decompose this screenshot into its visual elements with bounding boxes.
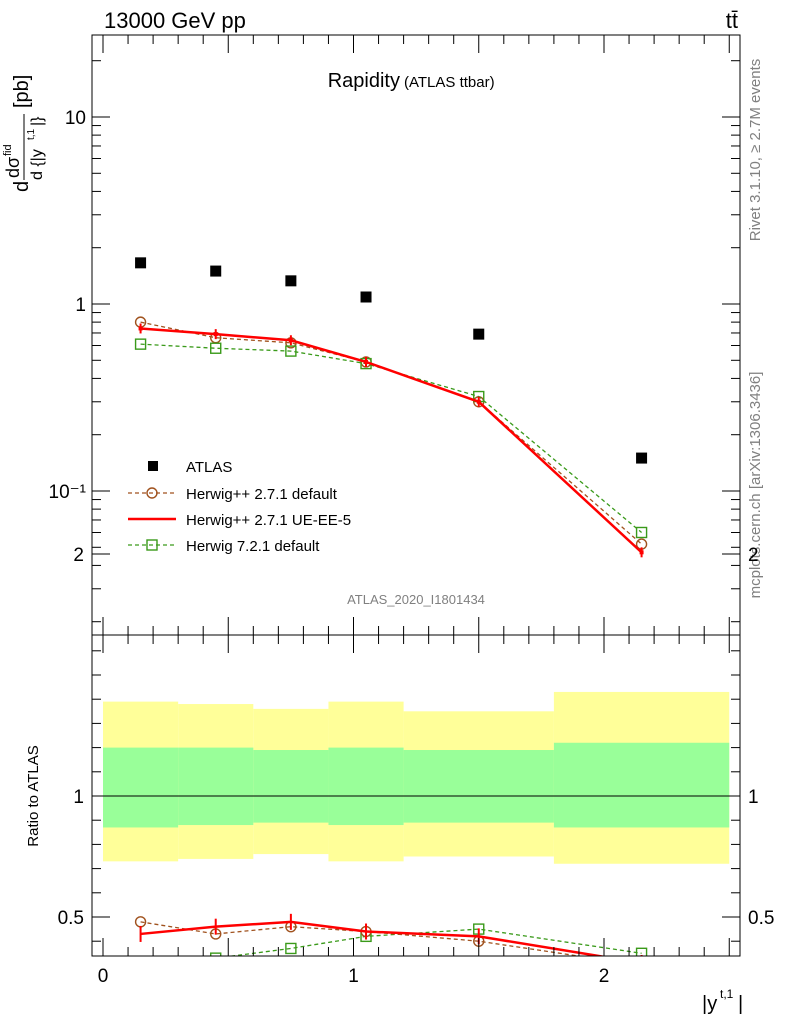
analysis-watermark: ATLAS_2020_I1801434 xyxy=(347,592,485,607)
ratio-line-herwigpp-default xyxy=(140,921,583,956)
marker-herwigpp-ueee5 xyxy=(213,332,218,337)
ratio-line-herwig7 xyxy=(227,928,642,956)
band-inner xyxy=(403,750,554,823)
marker-herwig7 xyxy=(635,526,648,539)
band-inner xyxy=(553,742,730,828)
ratio-y-axis-label: Ratio to ATLAS xyxy=(25,745,42,846)
legend-marker-atlas xyxy=(148,461,158,471)
marker-atlas xyxy=(636,452,648,464)
svg-text:|y: |y xyxy=(702,993,717,1015)
series-line-herwigpp-ueee5 xyxy=(140,327,643,554)
legend-entry-atlas: ATLAS xyxy=(148,459,232,476)
marker-herwig7 xyxy=(210,342,222,354)
legend-label-herwigpp-ueee5: Herwig++ 2.7.1 UE-EE-5 xyxy=(186,512,351,529)
x-tick-label: 1 xyxy=(348,966,359,987)
band-inner xyxy=(178,747,254,826)
ratio-plot-content xyxy=(92,691,740,970)
band-inner xyxy=(253,750,329,823)
svg-text:dσ: dσ xyxy=(3,157,23,178)
x-tick-label: 2 xyxy=(599,966,610,987)
ratio-marker-herwig7 xyxy=(285,942,297,955)
ratio-plot-ticks: 0.5 0.5 1 1 2 2 0 1 2 xyxy=(58,545,775,987)
series-line-herwig7 xyxy=(140,343,642,533)
legend: ATLAS Herwig++ 2.7.1 default Herwig++ 2.… xyxy=(128,459,351,555)
x-axis-label: |y t,1 | xyxy=(702,987,743,1015)
main-y-axis-label: d dσ fid d {|y t,1 |} [pb] xyxy=(2,75,46,192)
svg-text:|: | xyxy=(738,993,743,1015)
svg-text:t,1: t,1 xyxy=(720,987,734,1001)
ratio-marker-herwig7 xyxy=(136,960,146,970)
main-plot-content xyxy=(134,257,648,558)
ratio-marker-herwig7 xyxy=(635,947,648,956)
ratio-y-tick-label-right: 0.5 xyxy=(748,908,774,929)
legend-entry-herwigpp-ueee5: Herwig++ 2.7.1 UE-EE-5 xyxy=(128,512,351,529)
ratio-y-tick-label-right: 1 xyxy=(748,787,759,808)
svg-text:d: d xyxy=(11,181,33,192)
svg-text:fid: fid xyxy=(2,144,14,156)
svg-text:t,1: t,1 xyxy=(26,128,37,140)
marker-atlas xyxy=(360,291,372,303)
ratio-y-tick-label: 2 xyxy=(73,545,84,566)
y-tick-label: 1 xyxy=(75,295,86,316)
x-tick-label: 0 xyxy=(98,966,109,987)
marker-herwig7 xyxy=(134,338,147,350)
legend-label-herwig7: Herwig 7.2.1 default xyxy=(186,538,320,555)
marker-herwigpp-ueee5 xyxy=(639,550,644,555)
y-tick-label: 10 xyxy=(65,108,86,129)
marker-herwigpp-ueee5 xyxy=(364,359,369,364)
legend-label-herwigpp-default: Herwig++ 2.7.1 default xyxy=(186,486,338,503)
ratio-y-tick-label: 1 xyxy=(73,787,84,808)
marker-herwigpp-ueee5 xyxy=(288,338,293,343)
svg-text:[pb]: [pb] xyxy=(11,75,33,108)
legend-entry-herwig7: Herwig 7.2.1 default xyxy=(128,538,320,555)
process-label: tt̄ xyxy=(726,8,738,33)
legend-entry-herwigpp-default: Herwig++ 2.7.1 default xyxy=(128,486,338,503)
svg-text:d {|y: d {|y xyxy=(29,149,46,180)
marker-atlas xyxy=(473,328,485,340)
chart-title: Rapidity xyxy=(328,70,400,92)
series-line-herwigpp-default xyxy=(140,321,643,545)
marker-herwigpp-ueee5 xyxy=(476,399,481,404)
rivet-label: Rivet 3.1.10, ≥ 2.7M events xyxy=(747,59,764,242)
legend-marker-herwig7 xyxy=(146,539,158,551)
marker-herwigpp-ueee5 xyxy=(138,326,143,331)
chart-subtitle: (ATLAS ttbar) xyxy=(404,74,495,91)
y-tick-label: 10⁻¹ xyxy=(49,482,87,503)
ratio-y-tick-label-right: 2 xyxy=(748,545,759,566)
svg-text:|}: |} xyxy=(29,116,46,126)
energy-label: 13000 GeV pp xyxy=(104,8,246,33)
band-inner xyxy=(103,747,179,828)
main-plot-ticks: 10⁻¹ 1 10 xyxy=(49,35,740,635)
legend-label-atlas: ATLAS xyxy=(186,459,232,476)
ratio-line-herwigpp-ueee5 xyxy=(140,920,607,956)
ratio-y-tick-label: 0.5 xyxy=(58,908,84,929)
ratio-marker-herwig7 xyxy=(210,952,222,956)
mcplots-label: mcplots.cern.ch [arXiv:1306.3436] xyxy=(747,372,764,599)
ratio-marker-herwigpp-default xyxy=(637,960,647,970)
marker-herwig7 xyxy=(285,345,297,357)
marker-atlas xyxy=(210,265,222,277)
marker-atlas xyxy=(135,257,147,269)
legend-marker-herwigpp-default xyxy=(146,487,158,499)
marker-atlas xyxy=(285,275,297,287)
band-inner xyxy=(328,747,404,826)
